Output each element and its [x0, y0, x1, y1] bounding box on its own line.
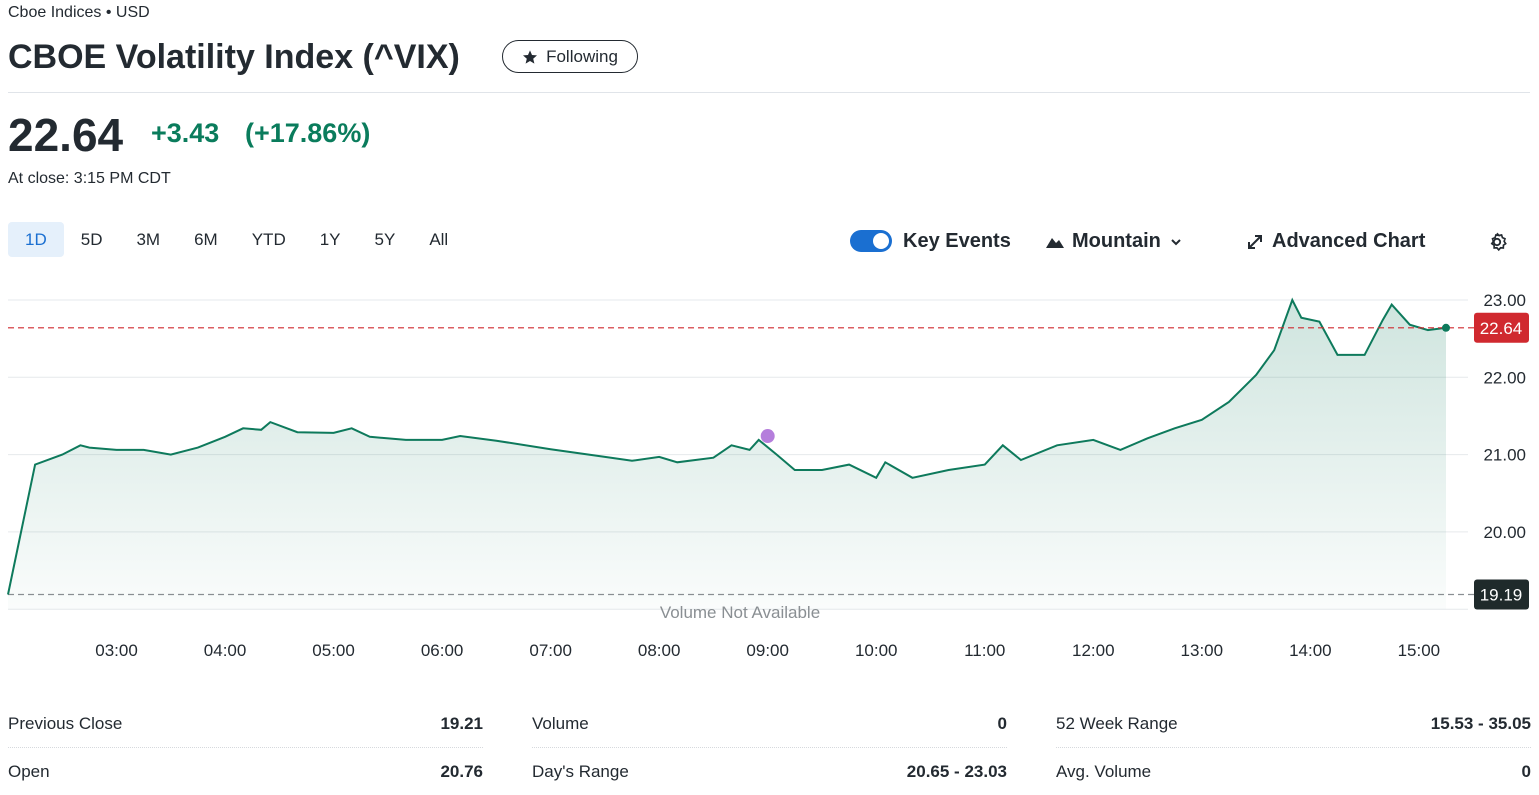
range-button[interactable]: 1Y — [319, 230, 341, 249]
price: 22.64 — [8, 109, 124, 161]
x-tick-label: 15:00 — [1398, 641, 1441, 660]
mountain-icon — [1046, 237, 1064, 248]
price-change: +3.43 — [151, 118, 220, 148]
x-tick-label: 04:00 — [204, 641, 247, 660]
range-selector: 1D 5D 3M 6M YTD 1Y 5Y All — [8, 222, 465, 257]
chart: 20.00 21.00 22.00 23.00 03:00 04:00 05:00 06:00… — [7, 291, 1529, 660]
reference-label: 19.19 — [1480, 586, 1523, 605]
stat-value: 0 — [1521, 761, 1531, 781]
advanced-chart-link[interactable]: Advanced Chart — [1246, 230, 1425, 253]
stats-column: Previous Close 19.21 Open 20.76 — [8, 700, 483, 795]
settings-icon[interactable] — [1486, 231, 1508, 253]
stats-column: 52 Week Range 15.53 - 35.05 Avg. Volume 0 — [1056, 700, 1531, 795]
stat-value: 20.65 - 23.03 — [906, 761, 1007, 781]
stats-table: Previous Close 19.21 Open 20.76 Volume 0 Day's… — [8, 700, 1531, 795]
expand-icon — [1248, 234, 1262, 249]
y-tick-label: 21.00 — [1483, 446, 1526, 465]
x-tick-label: 12:00 — [1072, 641, 1115, 660]
x-tick-label: 11:00 — [964, 641, 1005, 660]
reference-label-bg — [1474, 312, 1529, 343]
stats-row: Volume 0 — [532, 700, 1007, 748]
stat-value: 0 — [997, 713, 1007, 733]
x-tick-label: 03:00 — [95, 641, 138, 660]
follow-button[interactable]: Following — [502, 40, 638, 73]
range-button[interactable]: 1D — [8, 222, 64, 257]
y-tick-label: 20.00 — [1483, 523, 1526, 542]
annotation: Volume Not Available — [660, 603, 820, 622]
stats-row: Avg. Volume 0 — [1056, 748, 1531, 795]
stats-row: Previous Close 19.21 — [8, 700, 483, 748]
x-tick-label: 10:00 — [855, 641, 898, 660]
key-events-toggle[interactable] — [850, 230, 892, 252]
toggle-knob — [873, 233, 889, 249]
area — [8, 300, 1446, 610]
y-tick-label: 22.00 — [1483, 368, 1526, 387]
reference-label-bg — [1474, 579, 1529, 610]
stat-value: 19.21 — [440, 713, 483, 733]
advanced-chart-label: Advanced Chart — [1272, 230, 1426, 252]
stat-label: Previous Close — [8, 713, 123, 733]
x-tick-label: 13:00 — [1181, 641, 1224, 660]
exchange: Cboe Indices • USD — [8, 4, 150, 21]
x-tick-label: 14:00 — [1289, 641, 1332, 660]
stats-row: Open 20.76 — [8, 748, 483, 795]
key-events-label[interactable]: Key Events — [903, 230, 1011, 253]
quote-title: CBOE Volatility Index (^VIX) — [8, 38, 460, 76]
stat-label: Volume — [532, 713, 589, 733]
stat-label: Avg. Volume — [1056, 761, 1152, 781]
close-time: At close: 3:15 PM CDT — [8, 170, 171, 187]
reference-label: 22.64 — [1480, 319, 1523, 338]
range-button[interactable]: 6M — [194, 230, 218, 249]
stat-label: 52 Week Range — [1056, 713, 1178, 733]
range-button[interactable]: 5Y — [374, 230, 396, 249]
stat-value: 20.76 — [440, 761, 483, 781]
stats-row: 52 Week Range 15.53 - 35.05 — [1056, 700, 1531, 748]
chart-style-menu[interactable]: Mountain — [1046, 230, 1183, 253]
stat-value: 15.53 - 35.05 — [1430, 713, 1531, 733]
range-button[interactable]: All — [429, 230, 449, 249]
follow-label: Following — [546, 46, 618, 66]
line — [7, 297, 1447, 595]
x-tick-label: 08:00 — [638, 641, 681, 660]
x-tick-label: 06:00 — [421, 641, 464, 660]
x-tick-label: 09:00 — [746, 641, 789, 660]
key-events-text: Key Events — [903, 230, 1011, 252]
chart-style-label: Mountain — [1072, 230, 1161, 252]
price-change-percent: (+17.86%) — [245, 118, 371, 148]
key-event — [760, 429, 775, 444]
range-button[interactable]: 3M — [136, 230, 161, 249]
chevron-icon — [1171, 238, 1181, 245]
stat-label: Open — [8, 761, 50, 781]
last-point — [1442, 323, 1450, 332]
x-tick-label: 07:00 — [529, 641, 572, 660]
stats-row: Day's Range 20.65 - 23.03 — [532, 748, 1007, 795]
star-icon — [523, 49, 538, 64]
stats-column: Volume 0 Day's Range 20.65 - 23.03 — [532, 700, 1007, 795]
stat-label: Day's Range — [532, 761, 629, 781]
range-button[interactable]: YTD — [251, 230, 286, 249]
x-tick-label: 05:00 — [312, 641, 355, 660]
range-button[interactable]: 5D — [80, 230, 103, 249]
y-tick-label: 23.00 — [1483, 291, 1526, 310]
separator — [8, 92, 1530, 93]
